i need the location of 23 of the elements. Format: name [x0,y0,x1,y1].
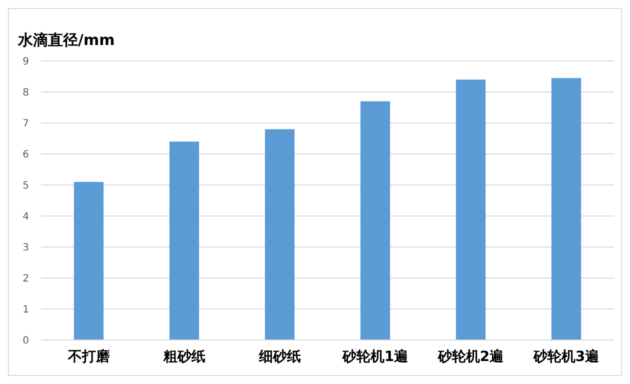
y-tick-label: 1 [22,304,29,316]
x-tick-label: 砂轮机1遍 [341,348,410,365]
bar [551,78,582,340]
y-tick-label: 8 [22,88,29,98]
x-tick-label: 砂轮机2遍 [436,348,505,365]
y-axis-title: 水滴直径/mm [17,31,115,49]
bar [264,129,295,340]
y-tick-label: 7 [22,118,29,130]
y-tick-label: 6 [22,150,29,160]
x-tick-label: 细砂纸 [258,349,301,365]
bar [360,101,390,340]
x-tick-label: 砂轮机3遍 [532,348,600,365]
x-tick-label: 粗砂纸 [162,349,206,365]
y-tick-label: 5 [22,180,29,192]
y-tick-label: 9 [22,56,29,68]
x-tick-label: 不打磨 [66,348,111,365]
y-tick-label: 0 [22,336,29,346]
y-tick-label: 2 [22,274,29,284]
y-tick-label: 4 [22,212,29,222]
y-tick-label: 3 [22,242,29,254]
bar [456,80,486,340]
bar [74,182,104,340]
bar [169,142,200,340]
